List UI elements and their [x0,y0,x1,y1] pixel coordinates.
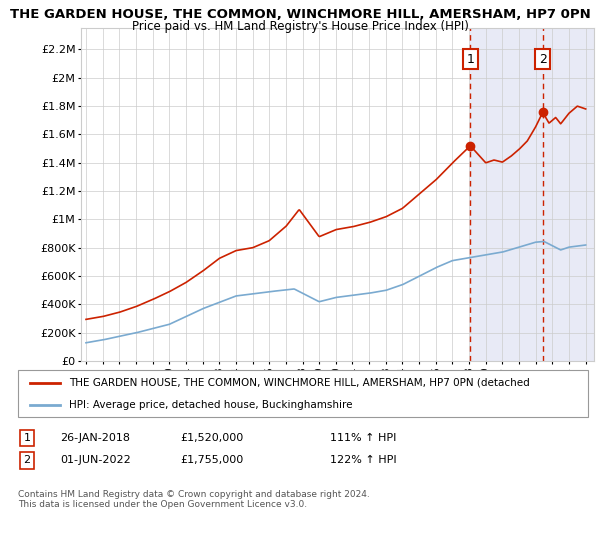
Text: £1,520,000: £1,520,000 [180,433,243,443]
Text: THE GARDEN HOUSE, THE COMMON, WINCHMORE HILL, AMERSHAM, HP7 0PN (detached: THE GARDEN HOUSE, THE COMMON, WINCHMORE … [69,378,530,388]
Text: £1,755,000: £1,755,000 [180,455,243,465]
Bar [470,28,594,361]
Text: 01-JUN-2022: 01-JUN-2022 [60,455,131,465]
Text: 2: 2 [23,455,31,465]
Text: THE GARDEN HOUSE, THE COMMON, WINCHMORE HILL, AMERSHAM, HP7 0PN: THE GARDEN HOUSE, THE COMMON, WINCHMORE … [10,8,590,21]
Text: 1: 1 [23,433,31,443]
Text: 111% ↑ HPI: 111% ↑ HPI [330,433,397,443]
Text: 122% ↑ HPI: 122% ↑ HPI [330,455,397,465]
Text: 2: 2 [539,53,547,66]
Text: Contains HM Land Registry data © Crown copyright and database right 2024.
This d: Contains HM Land Registry data © Crown c… [18,490,370,510]
Text: 1: 1 [466,53,474,66]
Text: Price paid vs. HM Land Registry's House Price Index (HPI): Price paid vs. HM Land Registry's House … [131,20,469,32]
Text: HPI: Average price, detached house, Buckinghamshire: HPI: Average price, detached house, Buck… [69,400,353,410]
Text: 26-JAN-2018: 26-JAN-2018 [60,433,130,443]
